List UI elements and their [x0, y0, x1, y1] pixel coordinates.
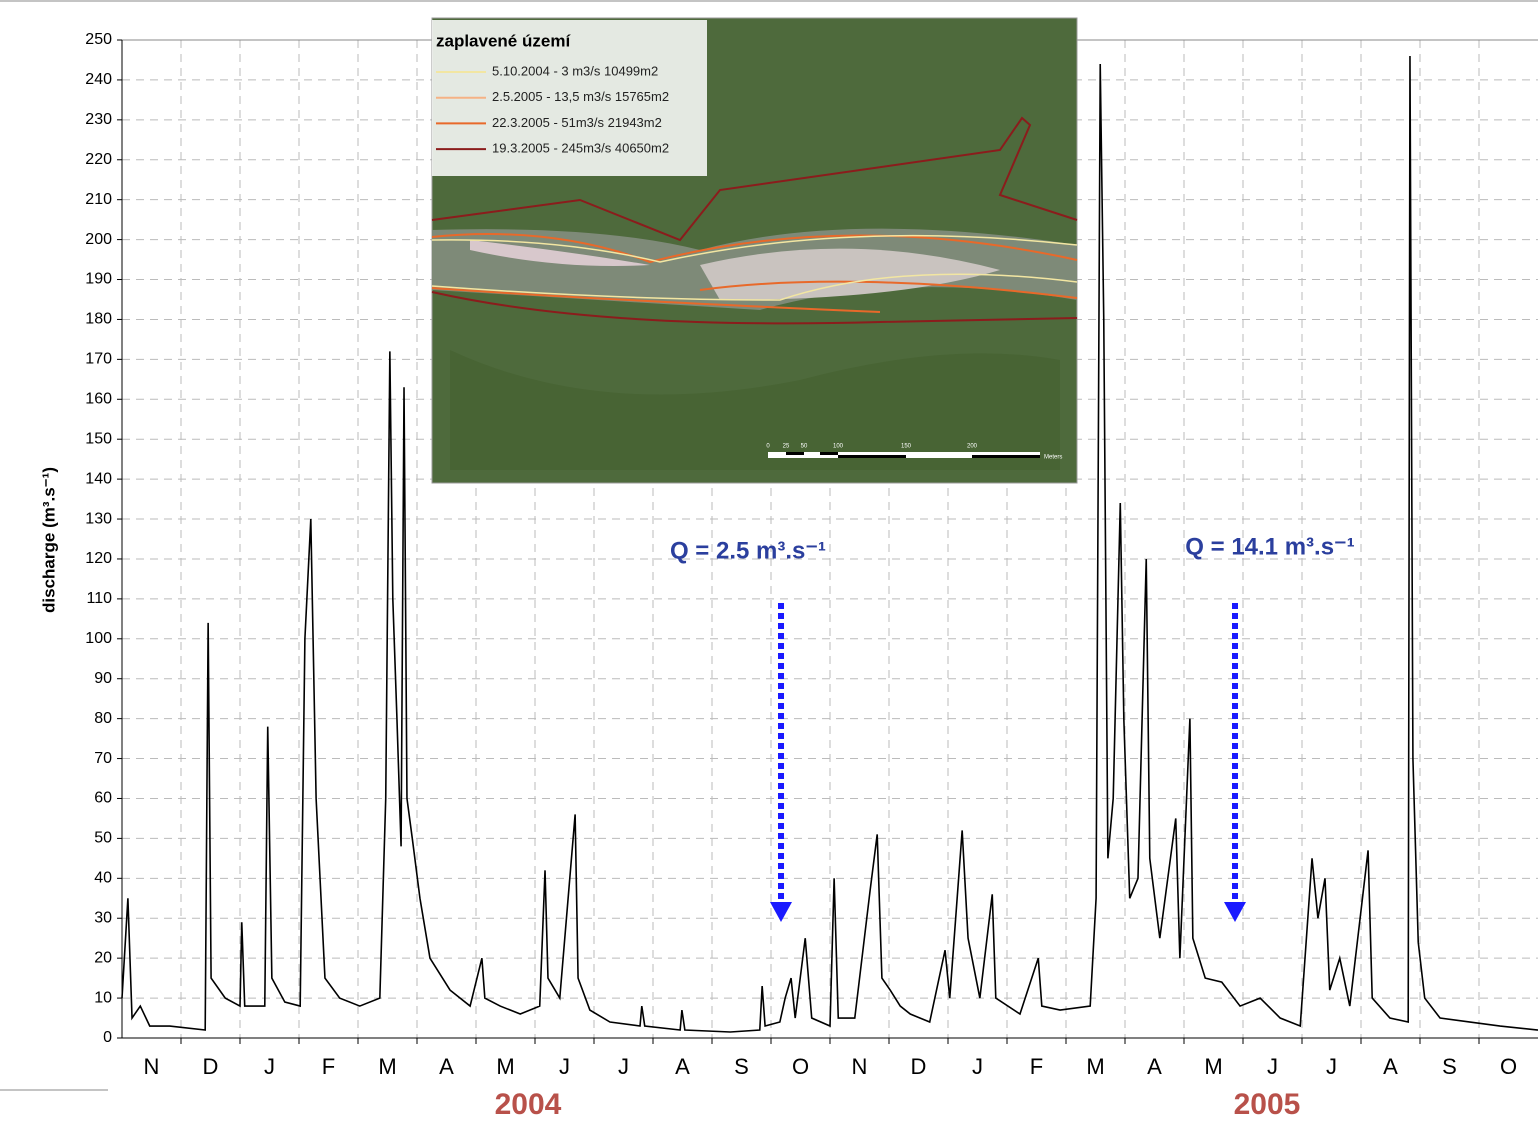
annotation: Q = 2.5 m³.s⁻¹ — [670, 537, 826, 564]
scale-label: 50 — [801, 444, 808, 450]
y-tick-label: 150 — [85, 430, 112, 447]
flood-outline — [431, 116, 1078, 242]
x-tick-label: M — [1204, 1054, 1222, 1079]
arrow-head — [1224, 902, 1246, 922]
x-tick-label: A — [439, 1054, 454, 1079]
x-tick-label: J — [972, 1054, 983, 1079]
year-label: 2005 — [1234, 1088, 1301, 1121]
y-tick-label: 250 — [85, 31, 112, 48]
scale-label: 25 — [783, 444, 790, 450]
scale-bar — [820, 452, 838, 455]
x-tick-label: S — [734, 1054, 749, 1079]
scale-label: 0 — [766, 444, 770, 450]
flood-outline — [431, 233, 1078, 313]
x-tick-label: A — [675, 1054, 690, 1079]
x-tick-label: M — [496, 1054, 514, 1079]
y-tick-label: 180 — [85, 311, 112, 328]
y-tick-label: 200 — [85, 231, 112, 248]
flood-outline — [431, 291, 1078, 325]
inset-legend-label: 5.10.2004 - 3 m3/s 10499m2 — [492, 63, 658, 78]
y-tick-label: 30 — [94, 909, 112, 926]
y-tick-label: 170 — [85, 351, 112, 368]
y-tick-label: 40 — [94, 870, 112, 887]
scale-bar — [838, 455, 906, 458]
x-tick-label: N — [144, 1054, 160, 1079]
inset-legend-label: 2.5.2005 - 13,5 m3/s 15765m2 — [492, 89, 669, 104]
flood-outline — [431, 234, 1078, 301]
y-tick-label: 160 — [85, 390, 112, 407]
y-tick-label: 110 — [86, 590, 112, 607]
y-tick-label: 0 — [103, 1029, 112, 1046]
x-tick-label: A — [1383, 1054, 1398, 1079]
x-tick-label: D — [203, 1054, 219, 1079]
x-tick-label: F — [1030, 1054, 1043, 1079]
scale-label: Meters — [1044, 455, 1062, 461]
y-tick-label: 120 — [85, 550, 112, 567]
inset-legend-label: 19.3.2005 - 245m3/s 40650m2 — [492, 141, 669, 156]
x-tick-label: J — [1267, 1054, 1278, 1079]
x-tick-label: O — [1500, 1054, 1517, 1079]
y-tick-label: 100 — [85, 630, 112, 647]
x-tick-label: M — [378, 1054, 396, 1079]
y-tick-label: 210 — [85, 191, 112, 208]
x-tick-label: J — [559, 1054, 570, 1079]
y-tick-label: 60 — [94, 790, 112, 807]
x-tick-label: N — [852, 1054, 868, 1079]
inset-title: zaplavené území — [436, 31, 571, 50]
y-tick-label: 80 — [94, 710, 112, 727]
scale-bar — [972, 455, 1040, 458]
gravel-bar — [470, 240, 650, 266]
y-tick-label: 220 — [85, 151, 112, 168]
x-tick-label: D — [911, 1054, 927, 1079]
x-tick-label: O — [792, 1054, 809, 1079]
scale-labels: 0 25 50 100 150 200 Meters — [766, 444, 1062, 461]
y-tick-label: 190 — [85, 271, 112, 288]
y-tick-label: 50 — [94, 830, 112, 847]
x-tick-label: A — [1147, 1054, 1162, 1079]
y-tick-label: 240 — [85, 71, 112, 88]
y-tick-label: 90 — [94, 670, 112, 687]
scale-label: 150 — [901, 444, 912, 450]
inset-map: zaplavené území 5.10.2004 - 3 m3/s 10499… — [431, 17, 1078, 484]
gravel-bar — [700, 248, 1000, 300]
y-tick-label: 130 — [85, 510, 112, 527]
y-tick-label: 230 — [85, 111, 112, 128]
x-tick-label: J — [1326, 1054, 1337, 1079]
annotation: Q = 14.1 m³.s⁻¹ — [1185, 533, 1354, 560]
arrow-head — [770, 902, 792, 922]
inset-legend: 5.10.2004 - 3 m3/s 10499m2 2.5.2005 - 13,… — [436, 63, 669, 156]
y-axis-title: discharge (m³.s⁻¹) — [39, 467, 58, 613]
plot — [121, 55, 1538, 1033]
x-tick-label: M — [1086, 1054, 1104, 1079]
scale-label: 200 — [967, 444, 978, 450]
x-tick-label: S — [1442, 1054, 1457, 1079]
x-tick-label: F — [322, 1054, 335, 1079]
scale-bar — [786, 452, 804, 455]
x-tick-label: J — [618, 1054, 629, 1079]
y-tick-label: 20 — [94, 949, 112, 966]
y-tick-label: 140 — [85, 470, 112, 487]
y-tick-label: 70 — [94, 750, 112, 767]
year-label: 2004 — [495, 1088, 562, 1121]
y-tick-label: 10 — [94, 989, 112, 1006]
discharge-line — [121, 55, 1538, 1033]
x-tick-label: J — [264, 1054, 275, 1079]
inset-legend-label: 22.3.2005 - 51m3/s 21943m2 — [492, 115, 662, 130]
forest — [450, 350, 1060, 470]
scale-label: 100 — [833, 444, 844, 450]
